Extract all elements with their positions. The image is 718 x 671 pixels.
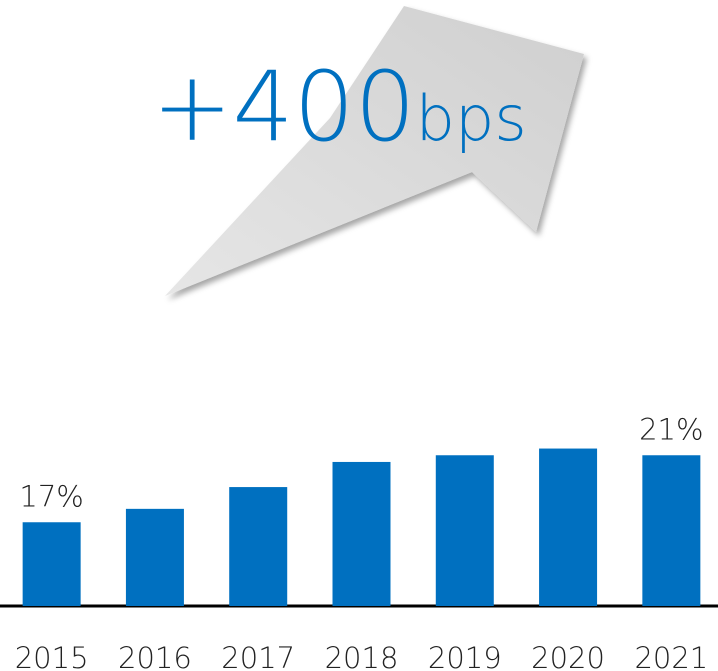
headline-number: +400 [152,51,416,163]
bar [539,448,598,606]
headline: +400bps [152,51,527,163]
x-tick-label: 2016 [118,641,192,671]
bar [125,508,184,606]
bar [332,461,391,606]
headline-unit: bps [416,82,527,155]
x-tick-label: 2021 [634,641,708,671]
x-tick-label: 2019 [428,641,502,671]
x-tick-label: 2017 [221,641,295,671]
x-tick-label: 2015 [15,641,89,671]
bar [229,487,288,606]
value-label: 17% [19,479,83,513]
bar [435,455,494,606]
x-tick-label: 2018 [325,641,399,671]
bar [642,455,701,606]
value-label: 21% [639,412,703,446]
x-tick-label: 2020 [531,641,605,671]
growth-arrow [165,6,584,296]
bar [22,522,81,606]
